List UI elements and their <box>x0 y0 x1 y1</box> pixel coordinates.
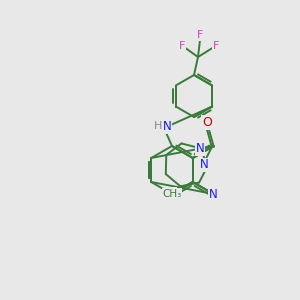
Text: H: H <box>154 121 162 131</box>
Text: F: F <box>197 30 203 40</box>
Text: N: N <box>200 158 208 172</box>
Text: F: F <box>213 41 219 51</box>
Text: N: N <box>196 142 204 154</box>
Text: O: O <box>202 116 212 128</box>
Text: N: N <box>168 188 176 200</box>
Text: N: N <box>209 188 218 200</box>
Text: N: N <box>163 121 171 134</box>
Text: CH₃: CH₃ <box>162 189 182 199</box>
Text: F: F <box>179 41 185 51</box>
